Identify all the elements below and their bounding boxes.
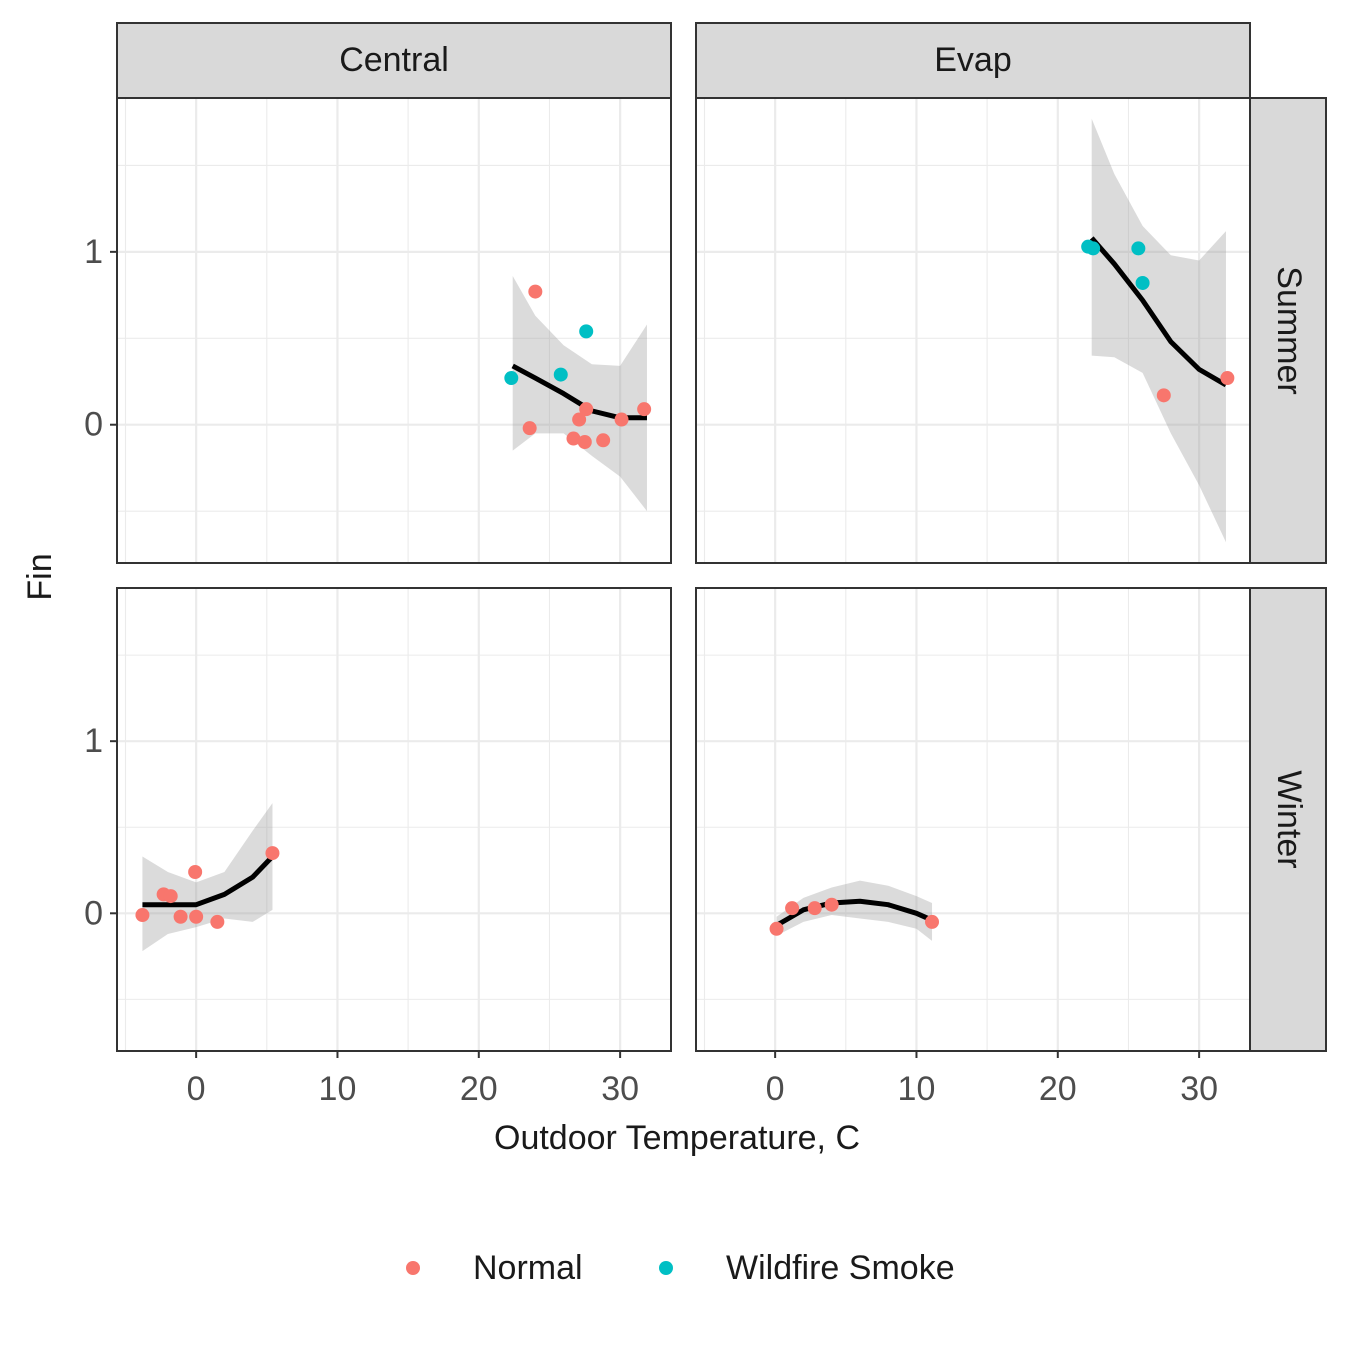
facet-label: Central [339, 41, 449, 79]
y-axis-label: Fin [21, 553, 59, 600]
point [807, 901, 822, 916]
point [210, 914, 225, 929]
x-tick-label: 20 [460, 1070, 498, 1108]
point [135, 908, 150, 923]
point [553, 367, 568, 382]
point [1086, 241, 1101, 256]
point [265, 846, 280, 861]
point [188, 864, 203, 879]
point [1220, 371, 1235, 386]
x-tick-label: 30 [601, 1070, 639, 1108]
x-axis-label: Outdoor Temperature, C [494, 1119, 860, 1157]
point [579, 402, 594, 417]
legend-marker [659, 1261, 673, 1275]
point [596, 433, 611, 448]
panel-border [695, 97, 1251, 564]
panel [695, 97, 1251, 564]
x-tick-label: 10 [898, 1070, 936, 1108]
x-tick-label: 10 [319, 1070, 357, 1108]
confidence-band [1091, 118, 1226, 543]
confidence-band [512, 276, 647, 512]
x-tick-label: 20 [1039, 1070, 1077, 1108]
point [769, 921, 784, 936]
point [1135, 275, 1150, 290]
smooth-line [1089, 236, 1228, 388]
point [637, 402, 652, 417]
smooth-line [775, 898, 934, 928]
panel-border [695, 587, 1251, 1052]
x-tick-label: 0 [766, 1070, 785, 1108]
panel-background [696, 588, 1250, 1051]
y-tick-label: 0 [84, 406, 103, 444]
legend-label: Wildfire Smoke [726, 1249, 955, 1287]
y-tick-label: 0 [84, 894, 103, 932]
facet-label: Winter [1270, 770, 1308, 868]
facet-strip [695, 22, 1251, 99]
legend-marker [406, 1261, 420, 1275]
point [528, 284, 543, 299]
panel-background [117, 98, 671, 563]
point [173, 909, 188, 924]
point [925, 914, 940, 929]
point [504, 371, 519, 386]
facet-strip [116, 22, 672, 99]
point [579, 324, 594, 339]
x-tick-label: 0 [187, 1070, 206, 1108]
panel-border [116, 587, 672, 1052]
legend-label: Normal [473, 1249, 583, 1287]
point [785, 901, 800, 916]
point [1156, 388, 1171, 403]
y-tick-label: 1 [84, 233, 103, 271]
facet-strip [1249, 97, 1327, 564]
y-tick-label: 1 [84, 722, 103, 760]
point [522, 421, 537, 436]
panel-background [696, 98, 1250, 563]
point [572, 412, 587, 427]
point [163, 889, 178, 904]
point [1131, 241, 1146, 256]
confidence-band [776, 880, 933, 941]
smooth-line [142, 854, 275, 908]
point [824, 897, 839, 912]
panel-border [116, 97, 672, 564]
point [189, 909, 204, 924]
facet-label: Summer [1270, 266, 1308, 394]
panel [695, 587, 1251, 1052]
panel [116, 587, 672, 1052]
point [566, 431, 581, 446]
panel-background [117, 588, 671, 1051]
x-tick-label: 30 [1180, 1070, 1218, 1108]
panel [116, 97, 672, 564]
facet-strip [1249, 587, 1327, 1052]
facet-label: Evap [934, 41, 1012, 79]
point [577, 434, 592, 449]
point [614, 412, 629, 427]
